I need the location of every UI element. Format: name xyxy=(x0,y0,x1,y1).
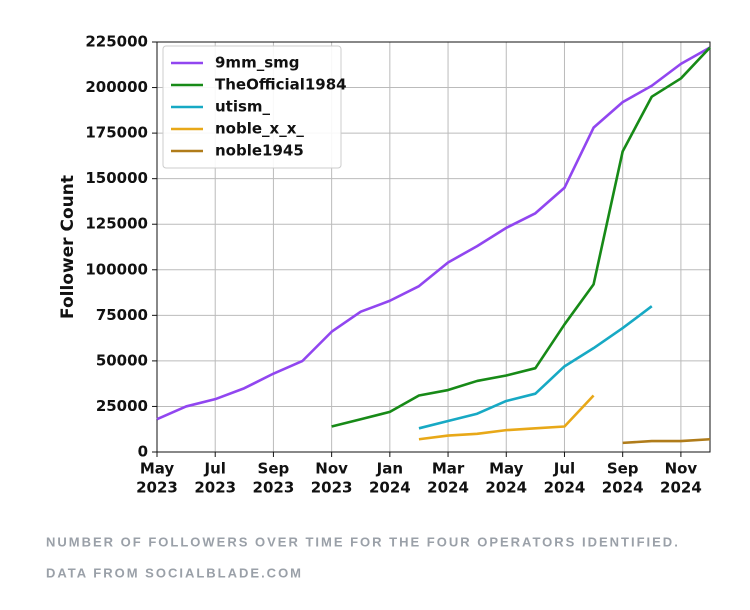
y-tick-label: 200000 xyxy=(85,78,148,96)
legend-box xyxy=(162,45,342,169)
x-tick-label: 2024 xyxy=(485,479,527,497)
caption: NUMBER OF FOLLOWERS OVER TIME FOR THE FO… xyxy=(46,534,680,549)
x-tick-label: May xyxy=(140,460,175,478)
series-line xyxy=(156,46,711,421)
y-tick-label: 125000 xyxy=(85,215,148,233)
x-tick-label: Sep xyxy=(258,460,290,478)
x-tick-label: Nov xyxy=(665,460,698,478)
y-tick-label: 50000 xyxy=(96,351,148,369)
x-tick-label: Jul xyxy=(204,460,226,478)
series-line xyxy=(418,305,653,430)
x-tick-label: Nov xyxy=(315,460,348,478)
y-tick-label: 225000 xyxy=(85,33,148,51)
x-tick-label: 2024 xyxy=(660,479,702,497)
x-tick-label: 2023 xyxy=(311,479,353,497)
y-axis-label: Follower Count xyxy=(58,175,78,319)
x-tick-label: 2023 xyxy=(194,479,236,497)
x-tick-label: 2024 xyxy=(544,479,586,497)
x-tick-label: Mar xyxy=(432,460,465,478)
y-tick-label: 100000 xyxy=(85,260,148,278)
y-tick-label: 75000 xyxy=(96,306,148,324)
y-tick-label: 25000 xyxy=(96,397,148,415)
x-tick-label: 2024 xyxy=(427,479,469,497)
legend-label: TheOfficial1984 xyxy=(215,76,347,94)
x-tick-label: 2024 xyxy=(602,479,644,497)
x-tick-label: Jul xyxy=(553,460,575,478)
caption: DATA FROM SOCIALBLADE.COM xyxy=(46,565,303,580)
x-tick-label: Jan xyxy=(376,460,403,478)
series-line xyxy=(622,437,711,445)
legend-label: noble1945 xyxy=(215,142,304,160)
x-tick-label: Sep xyxy=(607,460,639,478)
y-tick-label: 175000 xyxy=(85,124,148,142)
y-tick-label: 0 xyxy=(138,443,148,461)
y-tick-label: 150000 xyxy=(85,169,148,187)
plot-frame xyxy=(156,41,711,453)
legend-label: 9mm_smg xyxy=(215,54,300,72)
x-tick-label: 2023 xyxy=(136,479,178,497)
x-tick-label: 2023 xyxy=(253,479,295,497)
legend-label: noble_x_x_ xyxy=(215,120,304,138)
x-tick-label: May xyxy=(489,460,524,478)
series-line xyxy=(331,46,711,428)
x-tick-label: 2024 xyxy=(369,479,411,497)
legend-label: utism_ xyxy=(215,98,271,116)
series-line xyxy=(418,394,595,441)
